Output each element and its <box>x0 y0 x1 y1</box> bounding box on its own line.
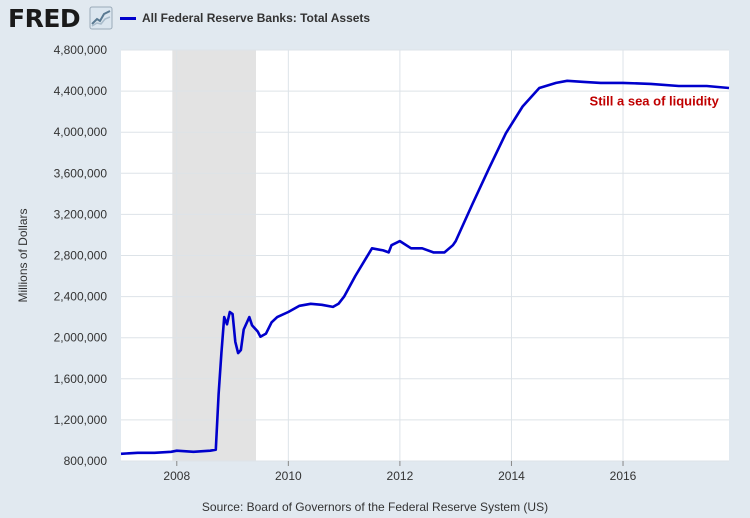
vertical-gridlines <box>176 50 624 461</box>
x-tick-label: 2010 <box>275 469 302 483</box>
y-tick-label: 1,200,000 <box>54 413 108 427</box>
series-line <box>120 79 730 456</box>
x-tick-label: 2012 <box>387 469 414 483</box>
y-axis-ticks: 800,000 1,200,000 1,600,000 2,000,000 2,400,… <box>54 43 108 468</box>
fred-logo[interactable]: FRED <box>8 4 81 33</box>
y-tick-label: 2,800,000 <box>54 249 108 263</box>
x-tick-label: 2014 <box>498 469 525 483</box>
y-tick-label: 4,000,000 <box>54 125 108 139</box>
y-tick-label: 1,600,000 <box>54 372 108 386</box>
x-tick-label: 2008 <box>163 469 190 483</box>
legend-series-label: All Federal Reserve Banks: Total Assets <box>142 11 371 25</box>
y-tick-label: 4,400,000 <box>54 84 108 98</box>
source-credit: Source: Board of Governors of the Federa… <box>201 500 549 514</box>
trend-chart-icon <box>89 6 113 30</box>
fred-header: FRED All Federal Reserve Banks: Total As… <box>0 0 750 40</box>
chart-annotation: Still a sea of liquidity <box>590 93 720 108</box>
y-tick-label: 2,000,000 <box>54 331 108 345</box>
y-tick-label: 800,000 <box>64 454 108 468</box>
x-axis-ticks: 2008 2010 2012 2014 2016 <box>163 461 637 483</box>
y-tick-label: 4,800,000 <box>54 43 108 57</box>
y-tick-label: 2,400,000 <box>54 290 108 304</box>
x-tick-label: 2016 <box>610 469 637 483</box>
y-tick-label: 3,600,000 <box>54 166 108 180</box>
y-tick-label: 3,200,000 <box>54 207 108 221</box>
legend-swatch <box>120 17 136 20</box>
y-axis-label: Millions of Dollars <box>16 208 30 302</box>
horizontal-gridlines <box>121 49 729 462</box>
